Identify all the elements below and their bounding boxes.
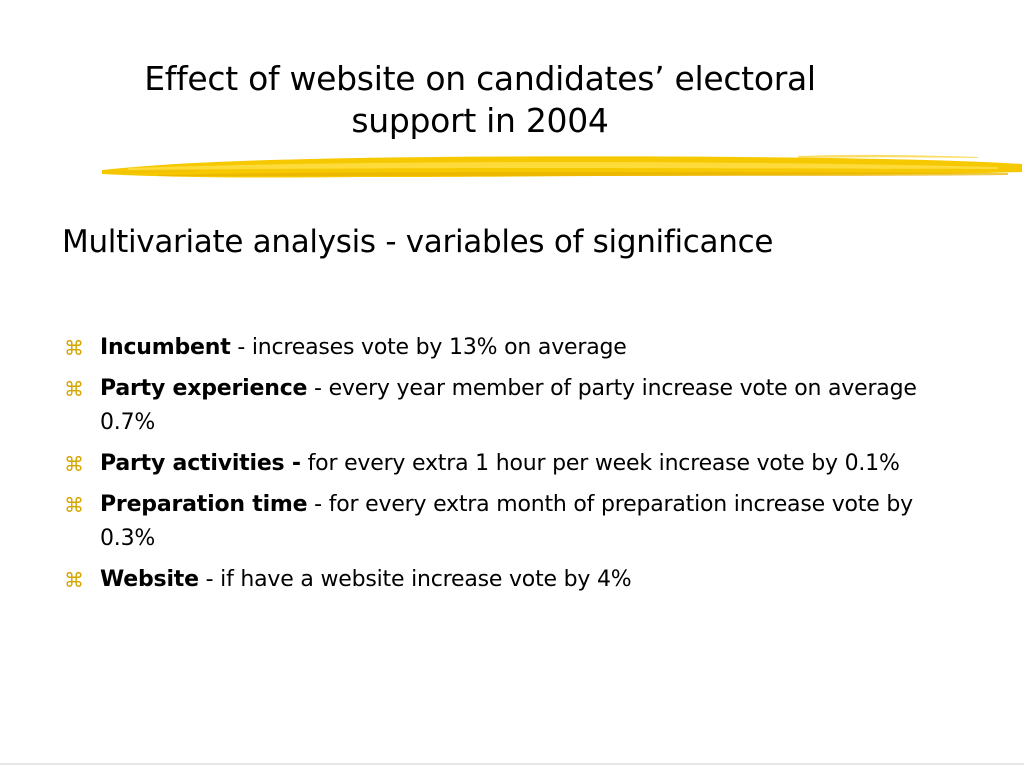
bullet-term: Incumbent: [100, 335, 231, 360]
command-key-icon: ⌘: [64, 452, 84, 476]
command-key-icon: ⌘: [64, 336, 84, 360]
bullet-item-incumbent: ⌘ Incumbent - increases vote by 13% on a…: [62, 331, 962, 365]
command-key-icon: ⌘: [64, 493, 84, 517]
bullet-item-preparation-time: ⌘ Preparation time - for every extra mon…: [62, 488, 962, 556]
bullet-item-party-activities: ⌘ Party activities - for every extra 1 h…: [62, 447, 962, 481]
bottom-divider: [0, 763, 1024, 765]
command-key-icon: ⌘: [64, 377, 84, 401]
title-line-1: Effect of website on candidates’ elector…: [144, 59, 816, 98]
bullet-term: Website: [100, 567, 199, 592]
bullet-list: ⌘ Incumbent - increases vote by 13% on a…: [62, 331, 962, 604]
bullet-term: Preparation time: [100, 492, 308, 517]
bullet-item-party-experience: ⌘ Party experience - every year member o…: [62, 372, 962, 440]
bullet-text: for every extra 1 hour per week increase…: [300, 451, 900, 476]
slide-title: Effect of website on candidates’ elector…: [100, 58, 860, 142]
bullet-text: - every year member of party increase vo…: [100, 376, 917, 435]
slide-subtitle: Multivariate analysis - variables of sig…: [62, 224, 774, 260]
bullet-item-website: ⌘ Website - if have a website increase v…: [62, 563, 962, 597]
command-key-icon: ⌘: [64, 568, 84, 592]
bullet-text: - if have a website increase vote by 4%: [198, 567, 632, 592]
bullet-term: Party activities -: [100, 451, 301, 476]
title-line-2: support in 2004: [351, 101, 609, 140]
bullet-text: - increases vote by 13% on average: [230, 335, 627, 360]
bullet-term: Party experience: [100, 376, 308, 401]
bullet-text: - for every extra month of preparation i…: [100, 492, 913, 551]
yellow-brush-stroke: [102, 154, 1022, 178]
